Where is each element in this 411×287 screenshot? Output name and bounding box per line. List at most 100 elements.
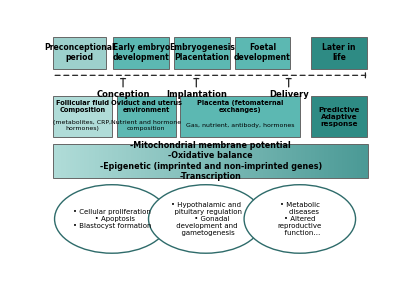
Bar (131, 144, 133, 178)
Bar (233, 144, 236, 178)
Bar (273, 144, 276, 178)
Bar (296, 144, 299, 178)
Text: Foetal
development: Foetal development (234, 43, 291, 62)
Bar (55, 144, 58, 178)
Bar (309, 144, 312, 178)
Text: Delivery: Delivery (269, 90, 309, 99)
Ellipse shape (244, 185, 356, 253)
Bar (152, 144, 154, 178)
Bar (277, 144, 280, 178)
Bar (336, 144, 339, 178)
Bar (328, 144, 330, 178)
Bar (246, 144, 248, 178)
Text: • Hypothalamic and
  pituitary regulation
     • Gonadal
 development and
  game: • Hypothalamic and pituitary regulation … (170, 202, 242, 236)
Bar (189, 144, 192, 178)
Bar (53, 144, 368, 178)
Bar (181, 144, 183, 178)
Bar (363, 144, 366, 178)
Text: -Mitochondrial membrane potential
-Oxidative balance
-Epigenetic (imprinted and : -Mitochondrial membrane potential -Oxida… (99, 141, 322, 181)
Text: Oviduct and uterus
environment: Oviduct and uterus environment (111, 100, 182, 113)
Bar (99, 144, 102, 178)
Bar (78, 144, 81, 178)
Bar (84, 144, 87, 178)
FancyBboxPatch shape (311, 37, 367, 69)
Bar (74, 144, 76, 178)
Bar (248, 144, 250, 178)
Bar (305, 144, 307, 178)
Bar (183, 144, 185, 178)
Bar (162, 144, 164, 178)
Bar (166, 144, 169, 178)
Bar (80, 144, 83, 178)
Text: Conception: Conception (96, 90, 150, 99)
Bar (330, 144, 332, 178)
Bar (112, 144, 114, 178)
Bar (340, 144, 343, 178)
Text: Predictive
Adaptive
response: Predictive Adaptive response (318, 107, 360, 127)
Bar (315, 144, 318, 178)
Ellipse shape (55, 185, 169, 253)
Bar (238, 144, 240, 178)
Bar (148, 144, 150, 178)
Bar (332, 144, 335, 178)
Bar (208, 144, 210, 178)
FancyBboxPatch shape (235, 37, 290, 69)
Bar (219, 144, 221, 178)
Bar (129, 144, 131, 178)
Bar (244, 144, 246, 178)
Bar (93, 144, 95, 178)
Bar (198, 144, 200, 178)
Bar (66, 144, 68, 178)
Bar (89, 144, 91, 178)
Text: Placenta (fetomaternal
exchanges): Placenta (fetomaternal exchanges) (197, 100, 283, 113)
Bar (242, 144, 244, 178)
Bar (76, 144, 79, 178)
Bar (95, 144, 97, 178)
Bar (210, 144, 213, 178)
Bar (215, 144, 217, 178)
Bar (70, 144, 72, 178)
Bar (143, 144, 145, 178)
Bar (263, 144, 265, 178)
Bar (87, 144, 89, 178)
Bar (365, 144, 368, 178)
Bar (321, 144, 324, 178)
Text: • Metabolic
    diseases
• Altered
reproductive
  function…: • Metabolic diseases • Altered reproduct… (278, 202, 322, 236)
Bar (334, 144, 337, 178)
Bar (194, 144, 196, 178)
Bar (223, 144, 225, 178)
Bar (179, 144, 181, 178)
Bar (116, 144, 118, 178)
Bar (72, 144, 74, 178)
Bar (158, 144, 160, 178)
Bar (300, 144, 303, 178)
Bar (317, 144, 320, 178)
Bar (252, 144, 255, 178)
Bar (240, 144, 242, 178)
Bar (217, 144, 219, 178)
Bar (361, 144, 364, 178)
FancyBboxPatch shape (53, 37, 106, 69)
Bar (68, 144, 70, 178)
Bar (284, 144, 286, 178)
FancyBboxPatch shape (53, 96, 112, 137)
Bar (221, 144, 223, 178)
Bar (139, 144, 141, 178)
Bar (137, 144, 139, 178)
Bar (302, 144, 305, 178)
Text: Gas, nutrient, antibody, hormones: Gas, nutrient, antibody, hormones (186, 123, 294, 128)
Bar (292, 144, 295, 178)
Bar (225, 144, 227, 178)
Bar (103, 144, 106, 178)
Text: Embryogenesis
Placentation: Embryogenesis Placentation (169, 43, 235, 62)
Bar (145, 144, 148, 178)
Bar (254, 144, 257, 178)
Bar (91, 144, 93, 178)
Bar (323, 144, 326, 178)
Ellipse shape (148, 185, 263, 253)
Bar (275, 144, 278, 178)
Bar (105, 144, 108, 178)
Bar (122, 144, 125, 178)
Bar (349, 144, 351, 178)
Bar (82, 144, 85, 178)
